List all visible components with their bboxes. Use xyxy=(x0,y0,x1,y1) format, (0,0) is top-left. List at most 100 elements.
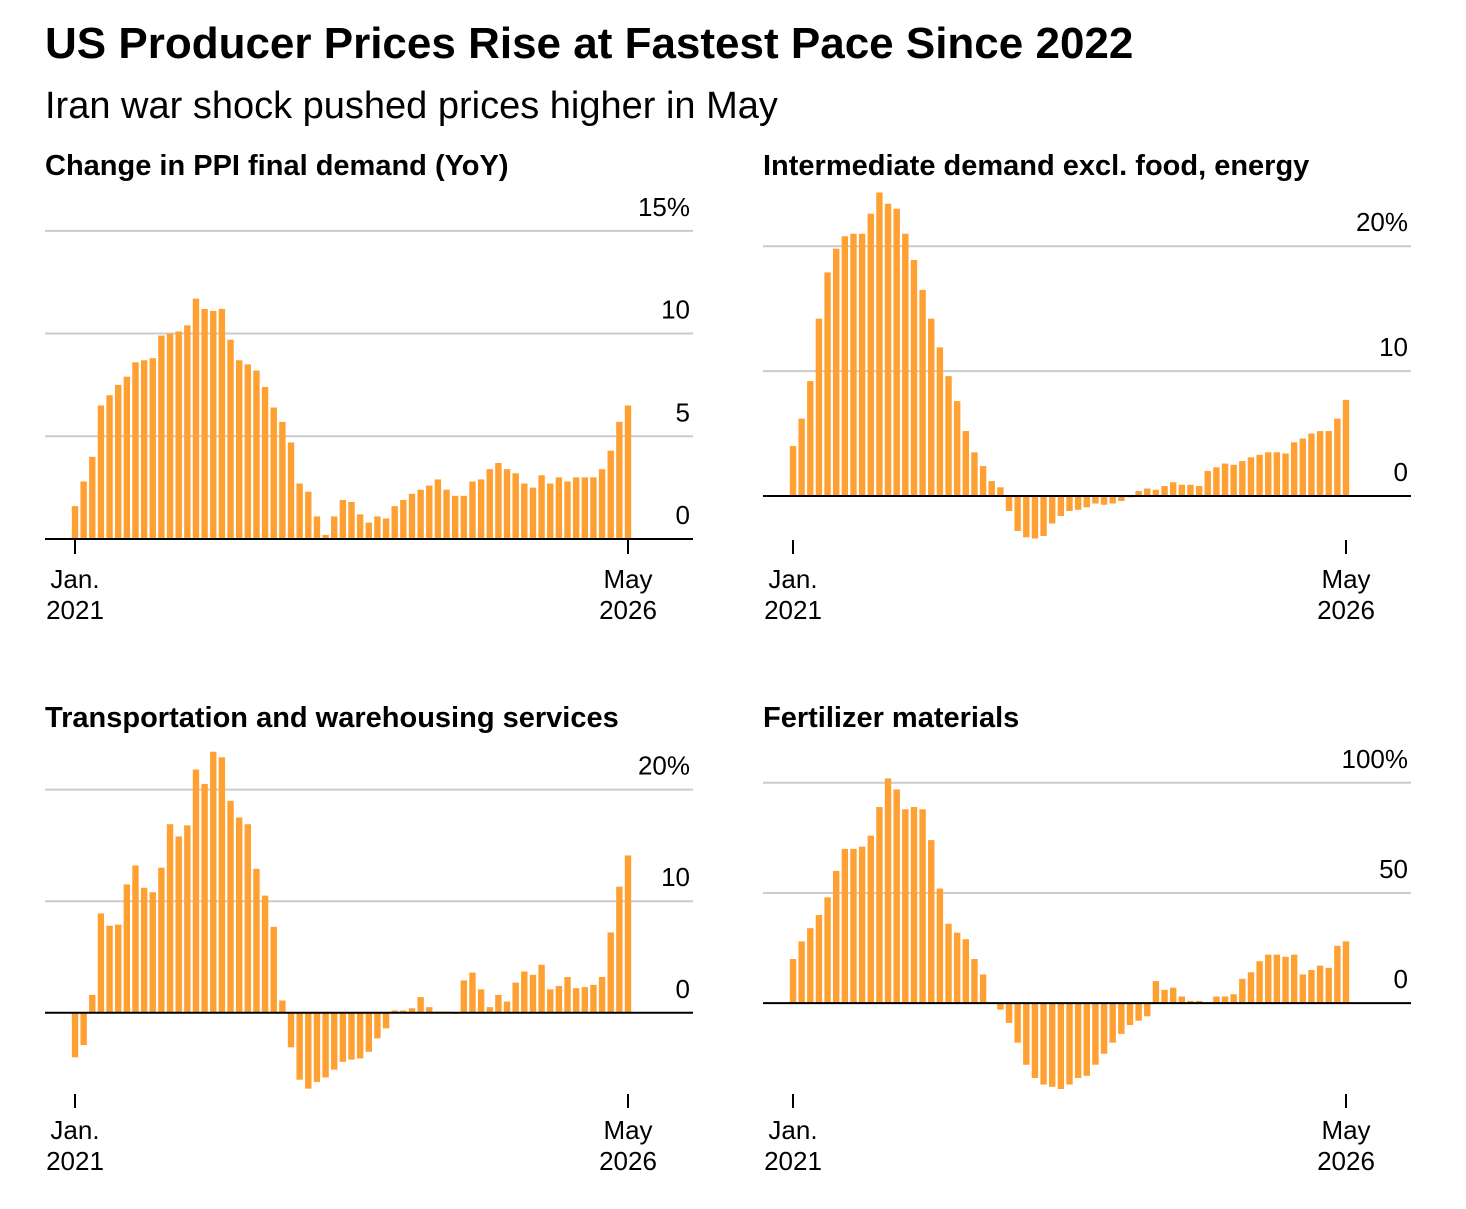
bar xyxy=(1273,452,1281,497)
bar xyxy=(1230,994,1237,1004)
bar xyxy=(1109,496,1116,504)
bar xyxy=(928,318,935,497)
bar xyxy=(902,809,909,1004)
bar xyxy=(919,809,926,1004)
bar xyxy=(876,192,883,497)
bar xyxy=(80,1012,87,1046)
x-tick-label-line: May xyxy=(1321,564,1370,594)
bar xyxy=(1144,1003,1151,1017)
bar xyxy=(426,1007,433,1013)
y-tick-label: 10 xyxy=(1379,332,1408,362)
x-tick-label: May 2026 xyxy=(1317,1115,1375,1176)
bar xyxy=(988,481,995,497)
bar xyxy=(1282,453,1289,497)
bar xyxy=(1049,1003,1056,1087)
bar xyxy=(1221,996,1229,1004)
x-tick-label-line: May xyxy=(603,564,652,594)
bar xyxy=(850,233,857,497)
y-tick-label: 50 xyxy=(1379,854,1408,884)
bar xyxy=(521,971,528,1013)
x-tick-label-line: 2026 xyxy=(599,1146,657,1176)
bar xyxy=(928,840,935,1004)
bar xyxy=(115,924,122,1013)
bar xyxy=(824,897,831,1004)
bar xyxy=(400,499,407,539)
bar xyxy=(391,1010,398,1013)
bar xyxy=(953,932,961,1004)
bar xyxy=(910,807,918,1004)
y-tick-label: 15% xyxy=(638,192,690,222)
bar xyxy=(815,318,823,497)
bar xyxy=(348,502,355,539)
bar xyxy=(1040,496,1047,537)
page-title: US Producer Prices Rise at Fastest Pace … xyxy=(45,19,1133,68)
bar xyxy=(858,846,866,1004)
bar xyxy=(1100,496,1108,505)
bar xyxy=(1074,496,1082,510)
bar xyxy=(581,987,588,1013)
bar xyxy=(210,751,217,1013)
x-tick-label-line: 2021 xyxy=(46,1146,104,1176)
bar xyxy=(158,867,165,1013)
bar xyxy=(893,789,900,1004)
bar xyxy=(158,335,165,539)
bar xyxy=(1187,484,1194,497)
bar xyxy=(434,479,442,539)
bar xyxy=(460,980,468,1013)
bar xyxy=(936,347,944,497)
x-tick-label-line: 2021 xyxy=(46,595,104,625)
bar xyxy=(789,959,797,1004)
panel-title: Intermediate demand excl. food, energy xyxy=(763,150,1309,182)
bar xyxy=(356,514,364,539)
bar xyxy=(1195,1000,1203,1004)
bar xyxy=(166,333,174,539)
bar xyxy=(547,483,554,539)
bar xyxy=(1152,489,1160,497)
bar xyxy=(1290,954,1298,1004)
bar xyxy=(201,784,208,1013)
bar xyxy=(1074,1003,1082,1078)
x-tick-label-line: May xyxy=(603,1115,652,1145)
bar xyxy=(313,1012,321,1082)
bar xyxy=(858,233,866,497)
bar xyxy=(184,825,191,1013)
bar xyxy=(244,824,252,1013)
bar xyxy=(538,475,545,539)
bar xyxy=(1057,1003,1065,1089)
y-tick-label: 0 xyxy=(676,500,690,530)
bar xyxy=(789,446,797,497)
bar xyxy=(841,236,849,497)
bar xyxy=(1083,496,1090,508)
bar xyxy=(997,1003,1004,1010)
bar xyxy=(140,887,148,1013)
bar xyxy=(408,493,416,539)
bar xyxy=(374,516,381,539)
bar xyxy=(175,836,182,1013)
bar xyxy=(253,370,260,539)
bar xyxy=(1023,496,1030,538)
bar xyxy=(624,855,632,1013)
bar xyxy=(192,298,200,539)
bar xyxy=(305,491,312,539)
bar xyxy=(590,984,597,1013)
bar xyxy=(1265,452,1272,497)
bar xyxy=(339,1012,347,1062)
bar xyxy=(339,499,347,539)
bar xyxy=(1247,457,1255,497)
bar xyxy=(175,331,182,539)
bar xyxy=(123,884,131,1013)
bar xyxy=(1265,954,1272,1004)
bar xyxy=(1118,1003,1125,1034)
bar xyxy=(607,450,614,539)
bar xyxy=(279,421,286,539)
bar xyxy=(400,1010,407,1013)
panel-title: Transportation and warehousing services xyxy=(45,702,619,734)
bar xyxy=(555,985,563,1013)
bar xyxy=(132,362,139,539)
bar xyxy=(348,1012,355,1060)
bar xyxy=(572,988,580,1013)
bar xyxy=(807,381,814,497)
x-tick-label-line: Jan. xyxy=(50,1115,99,1145)
page-subtitle: Iran war shock pushed prices higher in M… xyxy=(45,85,778,127)
y-tick-label: 20% xyxy=(1356,207,1408,237)
